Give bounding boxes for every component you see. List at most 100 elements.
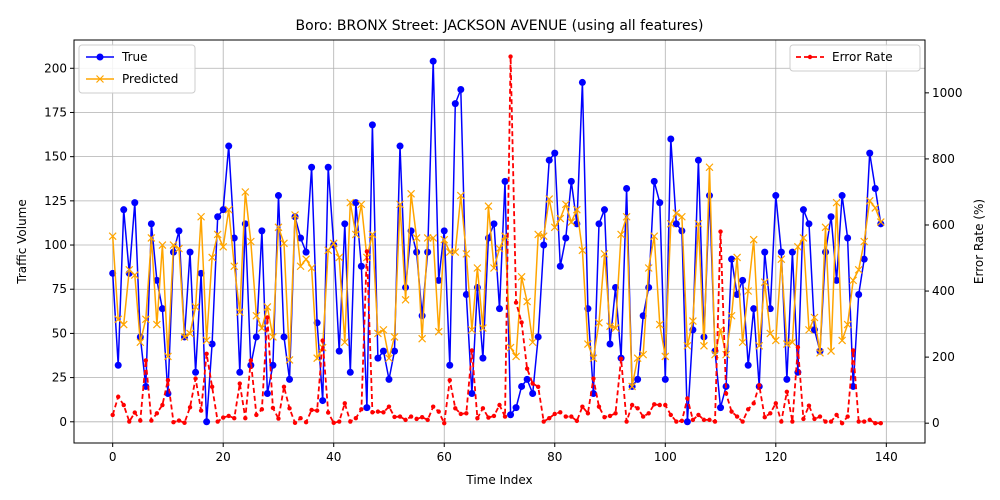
true-point	[413, 248, 421, 256]
predicted-point	[617, 230, 625, 239]
error-rate-point	[403, 417, 408, 423]
error-rate-point	[552, 411, 557, 417]
error-rate-point	[652, 402, 657, 407]
error-rate-point	[596, 404, 602, 409]
predicted-point	[744, 287, 753, 295]
error-rate-point	[845, 414, 850, 419]
predicted-point	[313, 354, 322, 363]
error-rate-point	[353, 416, 359, 421]
predicted-point	[285, 356, 294, 364]
error-rate-point	[541, 419, 546, 424]
predicted-point	[672, 209, 681, 218]
error-rate-point	[817, 414, 823, 419]
predicted-point	[257, 324, 266, 333]
predicted-point	[589, 354, 598, 363]
error-rate-point	[745, 407, 751, 412]
error-rate-point	[248, 358, 254, 363]
error-rate-point	[447, 378, 452, 383]
predicted-point	[351, 230, 360, 239]
predicted-point	[484, 202, 493, 211]
error-rate-point	[701, 417, 707, 423]
predicted-point	[766, 329, 775, 338]
predicted-point	[374, 329, 382, 338]
error-rate-point	[524, 366, 530, 371]
true-point	[252, 333, 260, 341]
error-rate-point	[729, 409, 734, 414]
error-rate-point	[768, 411, 773, 416]
error-rate-point	[154, 411, 160, 416]
predicted-point	[385, 354, 393, 363]
error-rate-point	[226, 413, 231, 419]
true-point	[479, 354, 487, 362]
y-tick-label: 50	[52, 326, 67, 340]
error-rate-point	[624, 419, 629, 424]
error-rate-point	[182, 420, 187, 426]
error-rate-point	[193, 376, 198, 381]
true-point	[214, 213, 222, 221]
error-rate-point	[419, 415, 425, 420]
predicted-point	[340, 338, 349, 347]
predicted-point	[572, 205, 581, 214]
predicted-point	[202, 336, 211, 345]
predicted-point	[782, 340, 791, 348]
true-point	[849, 382, 857, 390]
predicted-point	[816, 348, 824, 357]
true-point	[192, 368, 200, 376]
predicted-point	[506, 343, 515, 352]
predicted-point	[241, 188, 250, 196]
predicted-point	[755, 341, 764, 350]
error-rate-point	[563, 414, 569, 419]
error-rate-point	[486, 415, 491, 420]
predicted-point	[517, 272, 526, 281]
error-rate-point	[259, 407, 265, 412]
error-rate-point	[629, 402, 635, 408]
error-rate-point	[254, 412, 259, 418]
predicted-point	[722, 350, 730, 359]
true-point	[578, 78, 586, 86]
error-rate-point	[160, 402, 165, 408]
predicted-point	[396, 200, 404, 209]
legend-predicted-label: Predicted	[122, 72, 178, 86]
error-rate-point	[696, 412, 701, 418]
predicted-point	[252, 311, 261, 320]
error-rate-point	[646, 411, 651, 416]
true-point	[672, 220, 680, 228]
true-point	[694, 156, 702, 164]
predicted-point	[191, 302, 200, 311]
true-point	[131, 199, 139, 207]
error-rate-point	[547, 416, 552, 421]
predicted-point	[379, 325, 388, 334]
error-rate-point	[138, 418, 143, 423]
true-point	[518, 382, 526, 390]
y-axis-ticks: 0 25 50 75 100 125 150 175 200	[44, 61, 74, 429]
true-point	[600, 206, 608, 214]
true-point	[805, 220, 813, 228]
true-point	[297, 234, 305, 242]
predicted-point	[269, 333, 277, 341]
error-rate-point	[513, 300, 519, 305]
predicted-point	[280, 239, 288, 248]
true-point	[860, 255, 868, 263]
predicted-point	[539, 232, 548, 241]
predicted-point	[169, 241, 178, 249]
true-point	[656, 199, 664, 207]
true-point	[153, 276, 161, 284]
predicted-point	[219, 242, 228, 251]
predicted-point	[158, 241, 167, 249]
error-rate-point	[375, 409, 381, 414]
error-rate-point	[232, 416, 237, 421]
true-point	[822, 248, 830, 256]
error-rate-point	[397, 414, 403, 419]
true-point	[744, 361, 752, 369]
predicted-point	[578, 246, 587, 255]
predicted-point	[440, 235, 449, 244]
error-rate-point	[270, 405, 276, 411]
predicted-point	[849, 276, 858, 285]
true-point	[468, 390, 476, 398]
error-rate-point	[712, 419, 718, 424]
error-rate-point	[265, 315, 270, 320]
predicted-point	[401, 295, 410, 304]
true-point	[451, 100, 459, 108]
predicted-point	[749, 235, 758, 244]
error-rate-point	[331, 420, 336, 426]
